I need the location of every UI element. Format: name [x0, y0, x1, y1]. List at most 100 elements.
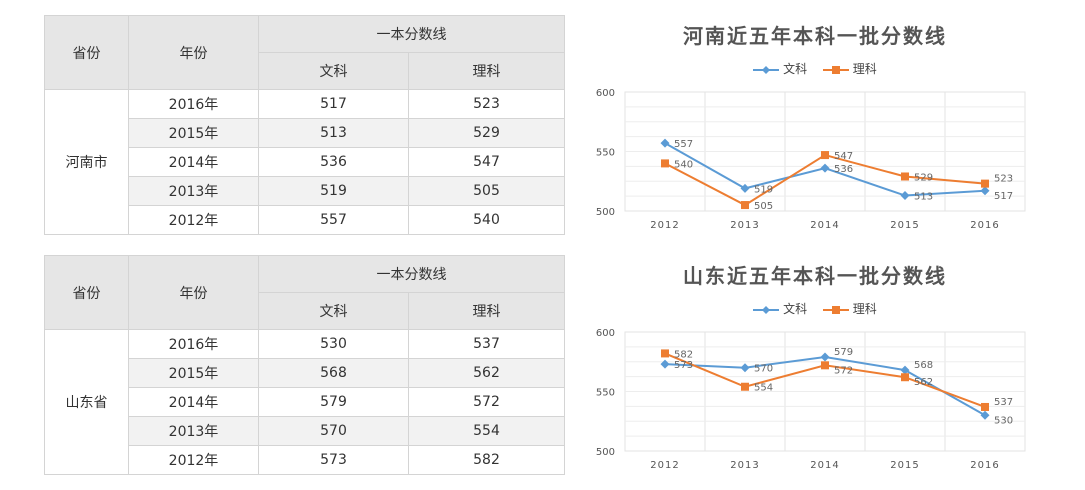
y-tick-label: 500: [596, 447, 615, 458]
header-province: 省份: [44, 15, 129, 90]
year-cell: 2014年: [128, 147, 259, 177]
x-tick-label: 2016: [970, 460, 999, 471]
legend-label: 文科: [783, 302, 808, 316]
chart-plot: 500 550 600 2012 2013 2014 2015 2016 573 570 579 56…: [596, 328, 1026, 471]
wen-cell: 557: [258, 205, 409, 235]
chart-legend: 文科 理科: [585, 60, 1045, 77]
data-label: 568: [914, 360, 933, 371]
wen-cell: 530: [258, 329, 409, 359]
header-province: 省份: [44, 255, 129, 330]
header-li: 理科: [408, 52, 565, 90]
data-label: 582: [674, 349, 693, 360]
chart-plot: 500 550 600 2012 2013 2014 2015 2016 557 519 536 51…: [596, 88, 1026, 231]
data-point: [820, 163, 830, 173]
data-label: 579: [834, 347, 853, 358]
x-tick-label: 2015: [890, 460, 919, 471]
y-tick-label: 550: [596, 388, 615, 399]
year-cell: 2013年: [128, 176, 259, 206]
wen-cell: 517: [258, 89, 409, 119]
chart-title: 山东近五年本科一批分数线: [683, 264, 947, 288]
data-label: 537: [994, 397, 1013, 408]
province-cell: 山东省: [44, 329, 129, 475]
legend-marker-diamond-icon: [753, 65, 780, 74]
header-group: 一本分数线: [258, 15, 565, 53]
data-point: [980, 186, 990, 196]
wen-cell: 536: [258, 147, 409, 177]
data-label: 554: [754, 383, 773, 394]
data-point: [740, 363, 750, 373]
y-tick-label: 500: [596, 207, 615, 218]
li-cell: 572: [408, 387, 565, 417]
li-cell: 540: [408, 205, 565, 235]
year-cell: 2012年: [128, 205, 259, 235]
li-cell: 547: [408, 147, 565, 177]
legend-marker-square-icon: [822, 305, 849, 314]
wen-cell: 573: [258, 445, 409, 475]
data-label: 519: [754, 184, 773, 195]
x-tick-label: 2015: [890, 220, 919, 231]
table-row: 河南市 2016年 517 523: [44, 89, 565, 235]
x-tick-label: 2013: [730, 220, 759, 231]
data-label: 570: [754, 364, 773, 375]
li-cell: 529: [408, 118, 565, 148]
data-point: [900, 365, 910, 375]
data-point: [740, 183, 750, 193]
li-cell: 537: [408, 329, 565, 359]
data-point: [901, 373, 909, 382]
data-label: 513: [914, 192, 933, 203]
data-label: 530: [994, 415, 1013, 426]
data-point: [820, 352, 830, 362]
line-chart-henan: 河南近五年本科一批分数线 文科 理科 500 550 600 2012 2013 2014…: [585, 10, 1045, 250]
table-row: 2014年 579 572: [45, 387, 565, 417]
li-cell: 554: [408, 416, 565, 446]
data-point: [661, 159, 669, 168]
data-label: 547: [834, 151, 853, 162]
data-point: [981, 179, 989, 188]
data-point: [901, 172, 909, 181]
legend-item-wen: 文科: [753, 300, 807, 317]
data-point: [661, 349, 669, 358]
data-point: [981, 402, 989, 411]
header-li: 理科: [408, 292, 565, 330]
legend-item-li: 理科: [822, 60, 877, 77]
legend-marker-square-icon: [822, 65, 849, 74]
data-label: 572: [834, 365, 853, 376]
data-point: [821, 151, 829, 160]
y-tick-label: 600: [596, 328, 615, 339]
data-point: [660, 359, 670, 369]
x-tick-label: 2014: [810, 220, 839, 231]
wen-cell: 579: [258, 387, 409, 417]
score-table-shandong: 省份 年份 一本分数线 文科 理科 山东省 2016年 530 537 2015…: [44, 255, 565, 475]
data-label: 505: [754, 201, 773, 212]
x-tick-label: 2014: [810, 460, 839, 471]
y-tick-label: 600: [596, 88, 615, 99]
year-cell: 2013年: [128, 416, 259, 446]
y-tick-label: 550: [596, 148, 615, 159]
table-row: 2012年 573 582: [45, 445, 565, 475]
wen-cell: 568: [258, 358, 409, 388]
data-point: [741, 382, 749, 391]
year-cell: 2016年: [128, 89, 259, 119]
year-cell: 2015年: [128, 358, 259, 388]
series-line-li: [664, 153, 986, 207]
li-cell: 582: [408, 445, 565, 475]
li-cell: 562: [408, 358, 565, 388]
chart-title: 河南近五年本科一批分数线: [683, 24, 947, 48]
wen-cell: 570: [258, 416, 409, 446]
li-cell: 523: [408, 89, 565, 119]
wen-cell: 513: [258, 118, 409, 148]
table-row: 2012年 557 540: [45, 205, 565, 235]
legend-item-li: 理科: [822, 300, 877, 317]
legend-label: 理科: [852, 302, 877, 316]
header-wen: 文科: [258, 52, 409, 90]
x-tick-label: 2012: [650, 460, 679, 471]
data-label: 573: [674, 360, 693, 371]
year-cell: 2015年: [128, 118, 259, 148]
table-row: 2015年 513 529: [45, 118, 565, 148]
legend-marker-diamond-icon: [753, 305, 780, 314]
data-label: 562: [914, 377, 933, 388]
line-chart-shandong: 山东近五年本科一批分数线 文科 理科 500 550 600 2012 2013 2014…: [585, 250, 1045, 490]
data-point: [821, 361, 829, 370]
province-cell: 河南市: [44, 89, 129, 235]
year-cell: 2016年: [128, 329, 259, 359]
